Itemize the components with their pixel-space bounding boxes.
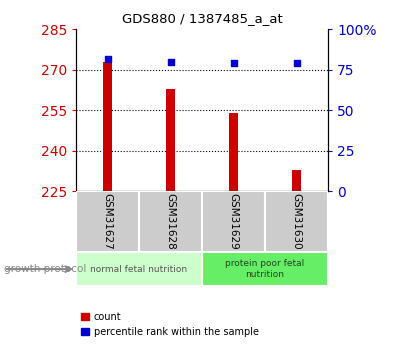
Bar [139, 191, 202, 252]
Bar [292, 170, 301, 191]
Point [167, 59, 174, 65]
Bar [103, 62, 112, 191]
Point [104, 56, 111, 61]
Point [230, 61, 237, 66]
Text: GSM31629: GSM31629 [228, 193, 238, 250]
Text: normal fetal nutrition: normal fetal nutrition [90, 265, 188, 274]
Bar [265, 191, 328, 252]
Bar [76, 191, 139, 252]
Text: GSM31627: GSM31627 [102, 193, 112, 250]
Bar [166, 89, 175, 191]
Bar [76, 252, 202, 286]
Legend: count, percentile rank within the sample: count, percentile rank within the sample [81, 312, 258, 337]
Text: protein poor fetal
nutrition: protein poor fetal nutrition [225, 259, 305, 279]
Bar [202, 252, 328, 286]
Title: GDS880 / 1387485_a_at: GDS880 / 1387485_a_at [122, 12, 282, 26]
Text: growth protocol: growth protocol [4, 264, 86, 274]
Point [293, 61, 300, 66]
Bar [202, 191, 265, 252]
Bar [229, 113, 238, 191]
Text: GSM31630: GSM31630 [292, 193, 302, 250]
Text: GSM31628: GSM31628 [166, 193, 176, 250]
